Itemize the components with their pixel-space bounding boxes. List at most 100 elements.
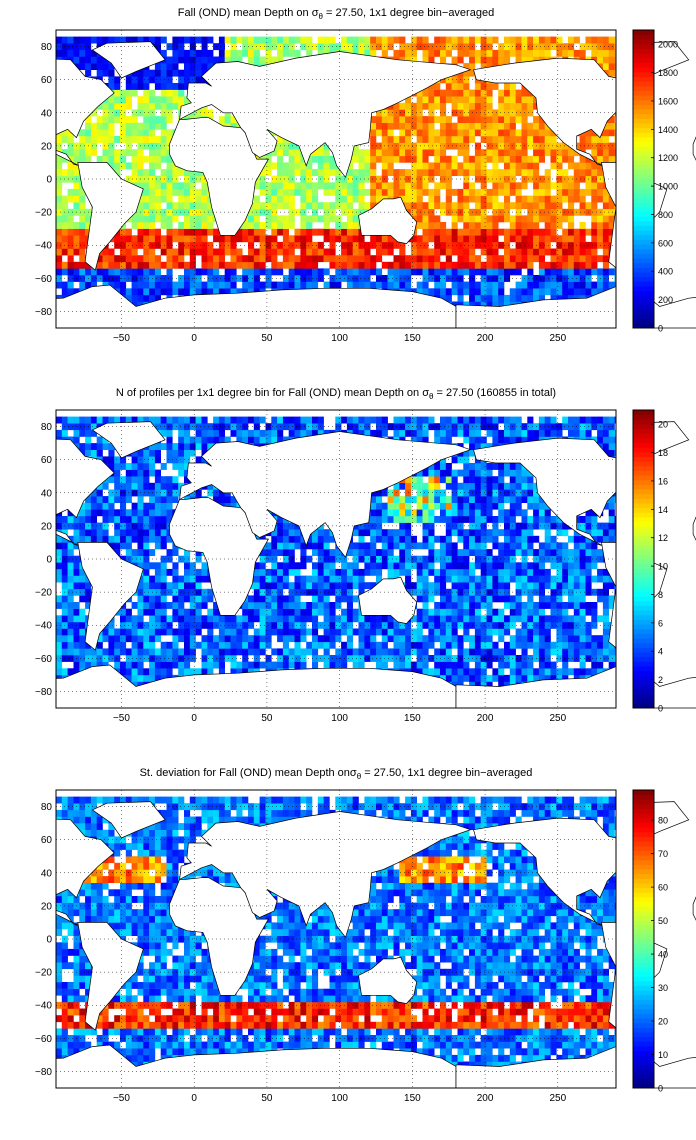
data-cell — [544, 169, 551, 176]
data-cell — [474, 215, 481, 223]
data-cell — [591, 288, 598, 296]
data-cell — [143, 635, 150, 643]
data-cell — [79, 416, 86, 424]
data-cell — [195, 555, 202, 563]
data-cell — [154, 294, 161, 302]
data-cell — [143, 463, 150, 470]
data-cell — [498, 89, 505, 97]
data-cell — [608, 208, 615, 216]
data-cell — [61, 549, 68, 556]
data-cell — [178, 648, 185, 656]
data-cell — [178, 222, 185, 229]
data-cell — [277, 261, 284, 269]
data-cell — [504, 155, 511, 163]
data-cell — [579, 188, 586, 196]
data-cell — [154, 423, 161, 431]
data-cell — [527, 122, 534, 130]
data-cell — [96, 268, 103, 276]
data-cell — [573, 268, 580, 276]
data-cell — [521, 248, 528, 256]
data-cell — [399, 281, 406, 289]
data-cell — [335, 43, 342, 51]
data-cell — [358, 155, 365, 163]
data-cell — [242, 268, 249, 276]
data-cell — [131, 222, 138, 229]
data-cell — [573, 288, 580, 296]
data-cell — [457, 83, 464, 90]
data-cell — [248, 222, 255, 229]
data-cell — [352, 49, 359, 57]
data-cell — [434, 275, 441, 282]
colorbar-tick-label: 600 — [658, 238, 673, 248]
data-cell — [562, 208, 569, 216]
data-cell — [154, 188, 161, 196]
data-cell — [312, 255, 319, 263]
data-cell — [387, 122, 394, 130]
data-cell — [242, 668, 249, 676]
data-cell — [166, 641, 173, 649]
data-cell — [143, 542, 150, 550]
data-cell — [504, 248, 511, 256]
data-cell — [504, 228, 511, 236]
data-cell — [602, 222, 609, 229]
data-cell — [160, 241, 167, 249]
data-cell — [568, 275, 575, 282]
data-cell — [498, 294, 505, 302]
data-cell — [172, 261, 179, 269]
data-cell — [195, 568, 202, 576]
data-cell — [277, 635, 284, 643]
data-cell — [457, 228, 464, 236]
data-cell — [271, 628, 278, 636]
data-cell — [515, 255, 522, 263]
data-cell — [137, 648, 144, 656]
data-cell — [591, 281, 598, 289]
data-cell — [509, 202, 516, 210]
data-cell — [154, 496, 161, 503]
data-cell — [195, 215, 202, 223]
data-cell — [120, 635, 127, 643]
data-cell — [533, 136, 540, 143]
data-cell — [265, 635, 272, 643]
data-cell — [521, 129, 528, 137]
data-cell — [154, 155, 161, 163]
data-cell — [160, 568, 167, 576]
data-cell — [509, 268, 516, 276]
data-cell — [515, 102, 522, 110]
data-cell — [172, 602, 179, 609]
data-cell — [498, 56, 505, 64]
data-cell — [61, 149, 68, 157]
data-cell — [79, 595, 86, 603]
data-cell — [67, 275, 74, 282]
data-cell — [224, 436, 231, 444]
data-cell — [265, 582, 272, 590]
colorbar-tick-label: 1400 — [658, 125, 678, 135]
data-cell — [73, 149, 80, 157]
data-cell — [160, 275, 167, 282]
data-cell — [160, 182, 167, 190]
data-cell — [568, 228, 575, 236]
data-cell — [538, 215, 545, 223]
data-cell — [213, 288, 220, 296]
data-cell — [288, 155, 295, 163]
data-cell — [213, 261, 220, 269]
data-cell — [317, 49, 324, 57]
data-cell — [527, 175, 534, 183]
data-cell — [480, 288, 487, 296]
data-cell — [125, 628, 132, 636]
data-cell — [358, 208, 365, 216]
data-cell — [154, 255, 161, 263]
data-cell — [79, 641, 86, 649]
data-cell — [492, 222, 499, 229]
data-cell — [364, 248, 371, 256]
data-cell — [469, 129, 476, 137]
data-cell — [79, 502, 86, 510]
data-cell — [492, 235, 499, 243]
data-cell — [61, 268, 68, 276]
data-cell — [189, 628, 196, 636]
data-cell — [218, 628, 225, 636]
data-cell — [282, 195, 289, 203]
data-cell — [440, 288, 447, 296]
data-cell — [358, 202, 365, 210]
data-cell — [242, 648, 249, 656]
data-cell — [486, 281, 493, 289]
